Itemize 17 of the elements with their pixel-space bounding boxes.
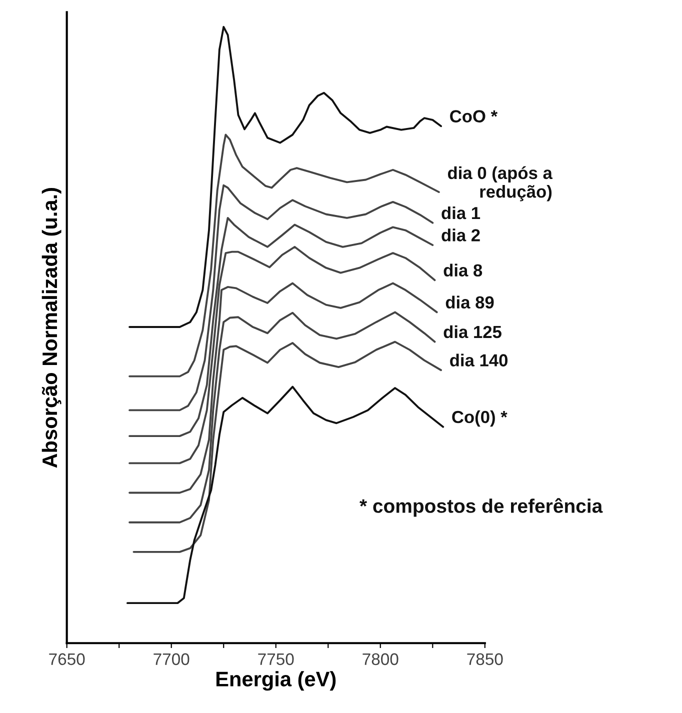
x-tick-label: 7650	[49, 653, 85, 666]
series-label: dia 125	[444, 325, 502, 338]
x-tick-label: 7800	[362, 653, 398, 666]
series-label: CoO *	[450, 110, 498, 122]
series-label: dia 1	[442, 206, 480, 220]
y-axis-title: Absorção Normalizada (u.a.)	[42, 188, 62, 468]
x-axis-title: Energia (eV)	[216, 671, 336, 691]
series-label: dia 140	[450, 354, 508, 366]
x-tick-label: 7750	[258, 653, 294, 666]
annotation: * compostos de referência	[360, 498, 603, 517]
x-tick-label: 7850	[467, 653, 503, 666]
series-label: Co(0) *	[452, 410, 508, 427]
series-label: dia 8	[444, 264, 482, 276]
series-label: dia 89	[446, 296, 494, 309]
series-label: dia 0 (após a redução)	[448, 166, 553, 202]
series-label: dia 2	[442, 228, 480, 242]
x-tick-label: 7700	[154, 653, 190, 666]
